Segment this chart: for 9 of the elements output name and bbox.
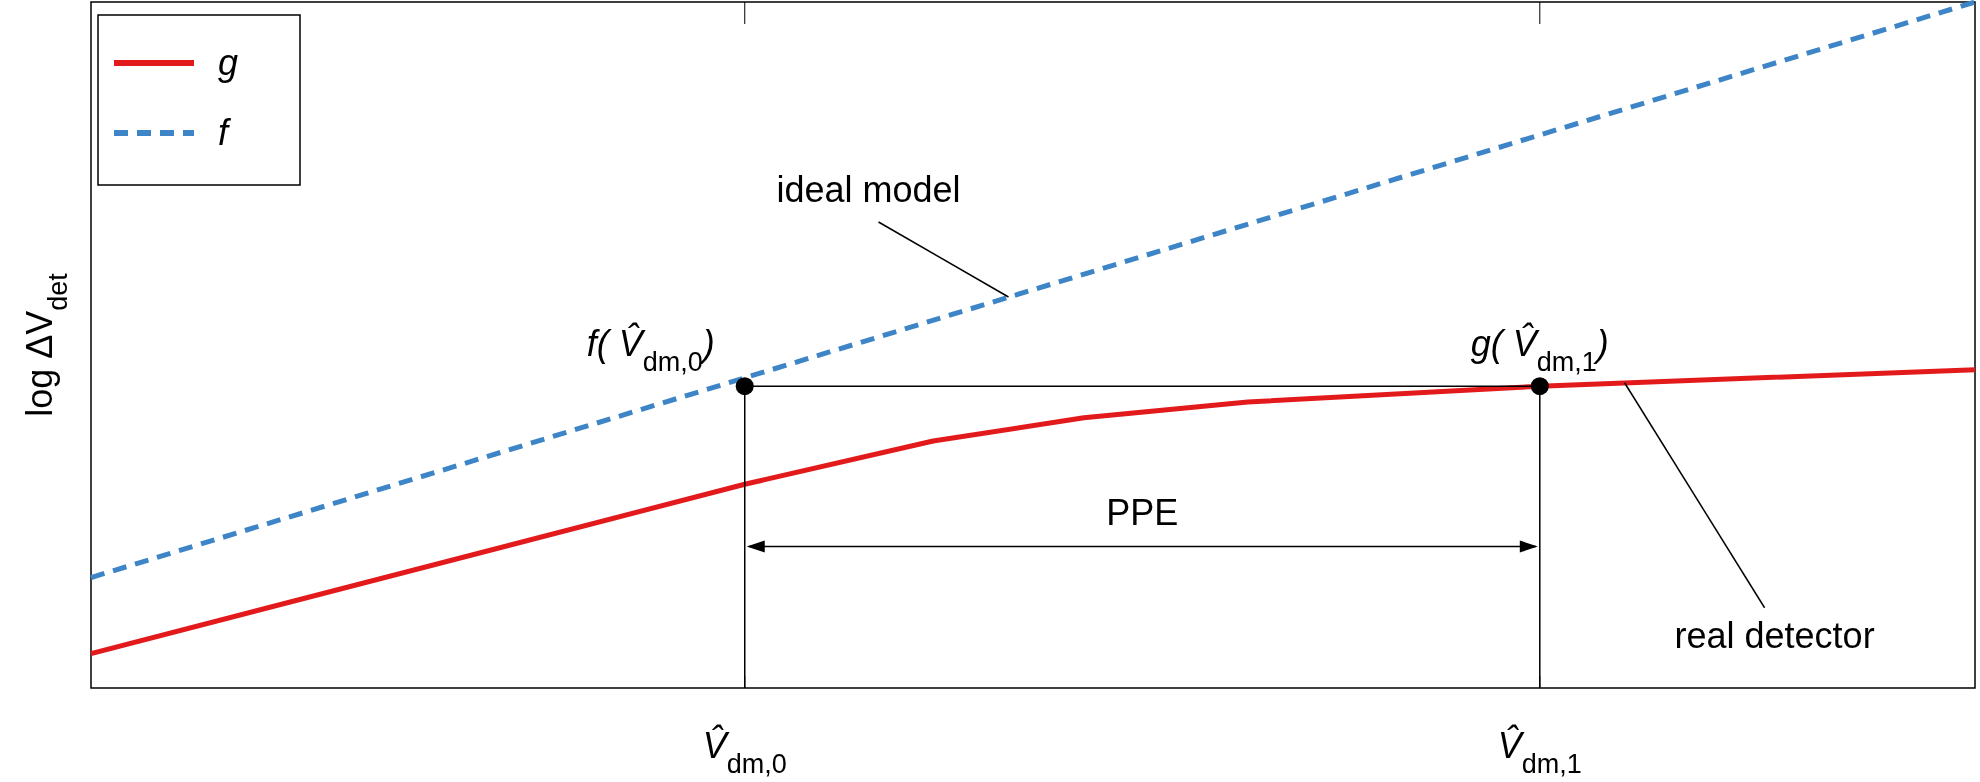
annotation: f( V̂$_{dm,0}$): [586, 322, 715, 378]
legend-label: f: [218, 112, 232, 153]
legend-label: g: [218, 42, 239, 83]
annotation: ideal model: [776, 168, 961, 210]
annotation: real detector: [1674, 614, 1875, 656]
annotation: g( V̂$_{dm,1}$): [1470, 322, 1609, 378]
x-tick-label: V̂$_{dm,0}$: [702, 724, 787, 779]
annotation: PPE: [1106, 491, 1179, 533]
x-tick-label: V̂$_{dm,1}$: [1497, 724, 1582, 779]
